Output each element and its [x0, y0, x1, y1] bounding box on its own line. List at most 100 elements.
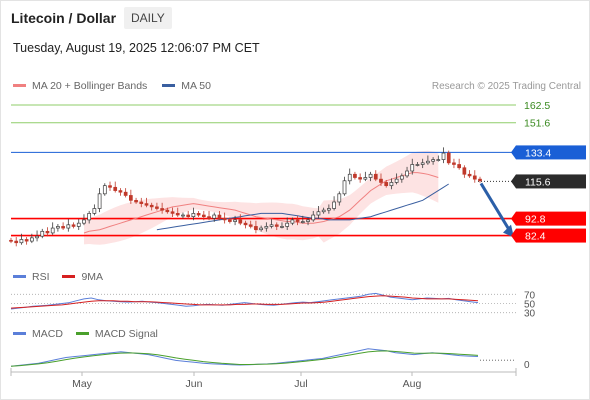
- candle: [254, 226, 258, 231]
- rsi-line: [10, 292, 479, 310]
- candle: [149, 204, 154, 208]
- candle: [368, 173, 373, 178]
- candle: [300, 221, 305, 223]
- candle: [14, 240, 19, 244]
- candle: [102, 185, 107, 195]
- candle: [35, 235, 39, 239]
- macd-level-label-0: 0: [524, 360, 530, 371]
- legend-rsi-label: RSI: [32, 271, 50, 283]
- ma20-line: [83, 172, 439, 234]
- level-label-115.6: 115.6: [525, 176, 551, 188]
- candle: [118, 190, 123, 193]
- candle: [181, 214, 185, 217]
- candle: [134, 199, 138, 203]
- legend-macd: MACD: [13, 328, 63, 340]
- level-label-82.4: 82.4: [525, 231, 546, 243]
- rsi-legend: RSI 9MA: [13, 271, 103, 283]
- ma20-swatch: [13, 83, 26, 87]
- level-tag-pointer: [511, 145, 516, 160]
- x-tick-label-may: May: [72, 378, 93, 390]
- candle: [358, 177, 362, 180]
- legend-macd-label: MACD: [32, 328, 63, 340]
- candle: [238, 219, 243, 224]
- candle: [61, 226, 65, 229]
- rsi-level-label-50: 50: [524, 300, 536, 311]
- candle: [160, 208, 164, 211]
- legend-ma20: MA 20 + Bollinger Bands: [13, 80, 147, 92]
- candle: [56, 226, 60, 229]
- candle: [285, 222, 290, 227]
- candle: [155, 206, 159, 209]
- candle: [87, 213, 92, 221]
- rsi-9ma-line: [10, 295, 479, 309]
- candle: [212, 214, 217, 219]
- candle: [347, 173, 352, 182]
- candle: [50, 227, 55, 234]
- candle: [415, 164, 420, 166]
- price-legend: MA 20 + Bollinger Bands MA 50: [13, 80, 211, 92]
- x-tick-label-aug: Aug: [403, 378, 422, 390]
- candle: [446, 152, 451, 164]
- candle: [144, 203, 149, 206]
- legend-ma50-label: MA 50: [181, 80, 211, 92]
- candle: [129, 195, 133, 201]
- rsi-swatch: [13, 274, 26, 278]
- x-tick-label-jul: Jul: [294, 378, 307, 390]
- candle: [222, 217, 227, 221]
- candle: [295, 219, 300, 222]
- candle: [436, 159, 441, 161]
- legend-macd-signal-label: MACD Signal: [94, 328, 158, 340]
- level-tag-pointer: [511, 211, 516, 226]
- ma50-swatch: [162, 83, 176, 87]
- instrument-title: Litecoin / Dollar: [11, 10, 117, 26]
- candle: [394, 178, 399, 183]
- candle: [405, 170, 409, 177]
- level-label-92.8: 92.8: [525, 214, 546, 226]
- candle: [9, 239, 13, 242]
- rsi-level-label-30: 30: [524, 309, 536, 320]
- legend-rsi: RSI: [13, 271, 50, 283]
- candle: [269, 224, 274, 227]
- macd-legend: MACD MACD Signal: [13, 328, 158, 340]
- credit-text: Research © 2025 Trading Central: [431, 81, 581, 92]
- legend-macd-signal: MACD Signal: [75, 328, 158, 340]
- timeframe-badge[interactable]: DAILY: [124, 7, 172, 29]
- candle: [45, 230, 50, 234]
- candle: [327, 208, 331, 211]
- legend-ma20-label: MA 20 + Bollinger Bands: [32, 80, 148, 92]
- candle: [217, 214, 222, 219]
- level-tag-pointer: [511, 228, 516, 243]
- candle: [175, 213, 180, 216]
- candle: [472, 175, 477, 180]
- candle: [97, 193, 102, 209]
- level-tag-92.8: [516, 211, 586, 226]
- candle: [170, 211, 175, 214]
- macd-signal-swatch: [75, 331, 89, 335]
- level-label-162.5: 162.5: [524, 100, 550, 112]
- bollinger-band: [84, 150, 439, 245]
- candle: [76, 222, 81, 227]
- candle: [420, 162, 425, 165]
- candle: [71, 224, 76, 227]
- level-tag-pointer: [511, 174, 516, 189]
- candle: [410, 164, 415, 172]
- candle: [363, 177, 368, 180]
- candle: [82, 219, 86, 224]
- candle: [353, 173, 357, 178]
- candle: [228, 219, 232, 222]
- candle: [306, 219, 310, 222]
- candle: [191, 213, 196, 218]
- candle: [389, 182, 394, 187]
- legend-9ma-label: 9MA: [81, 271, 104, 283]
- candle: [264, 226, 269, 229]
- candle: [467, 173, 472, 177]
- candle: [384, 182, 389, 187]
- candle: [337, 193, 342, 203]
- candle: [332, 201, 336, 209]
- 9ma-swatch: [62, 274, 76, 278]
- candle: [186, 214, 191, 218]
- candle: [196, 213, 201, 216]
- candle: [373, 173, 378, 180]
- candle: [280, 226, 284, 228]
